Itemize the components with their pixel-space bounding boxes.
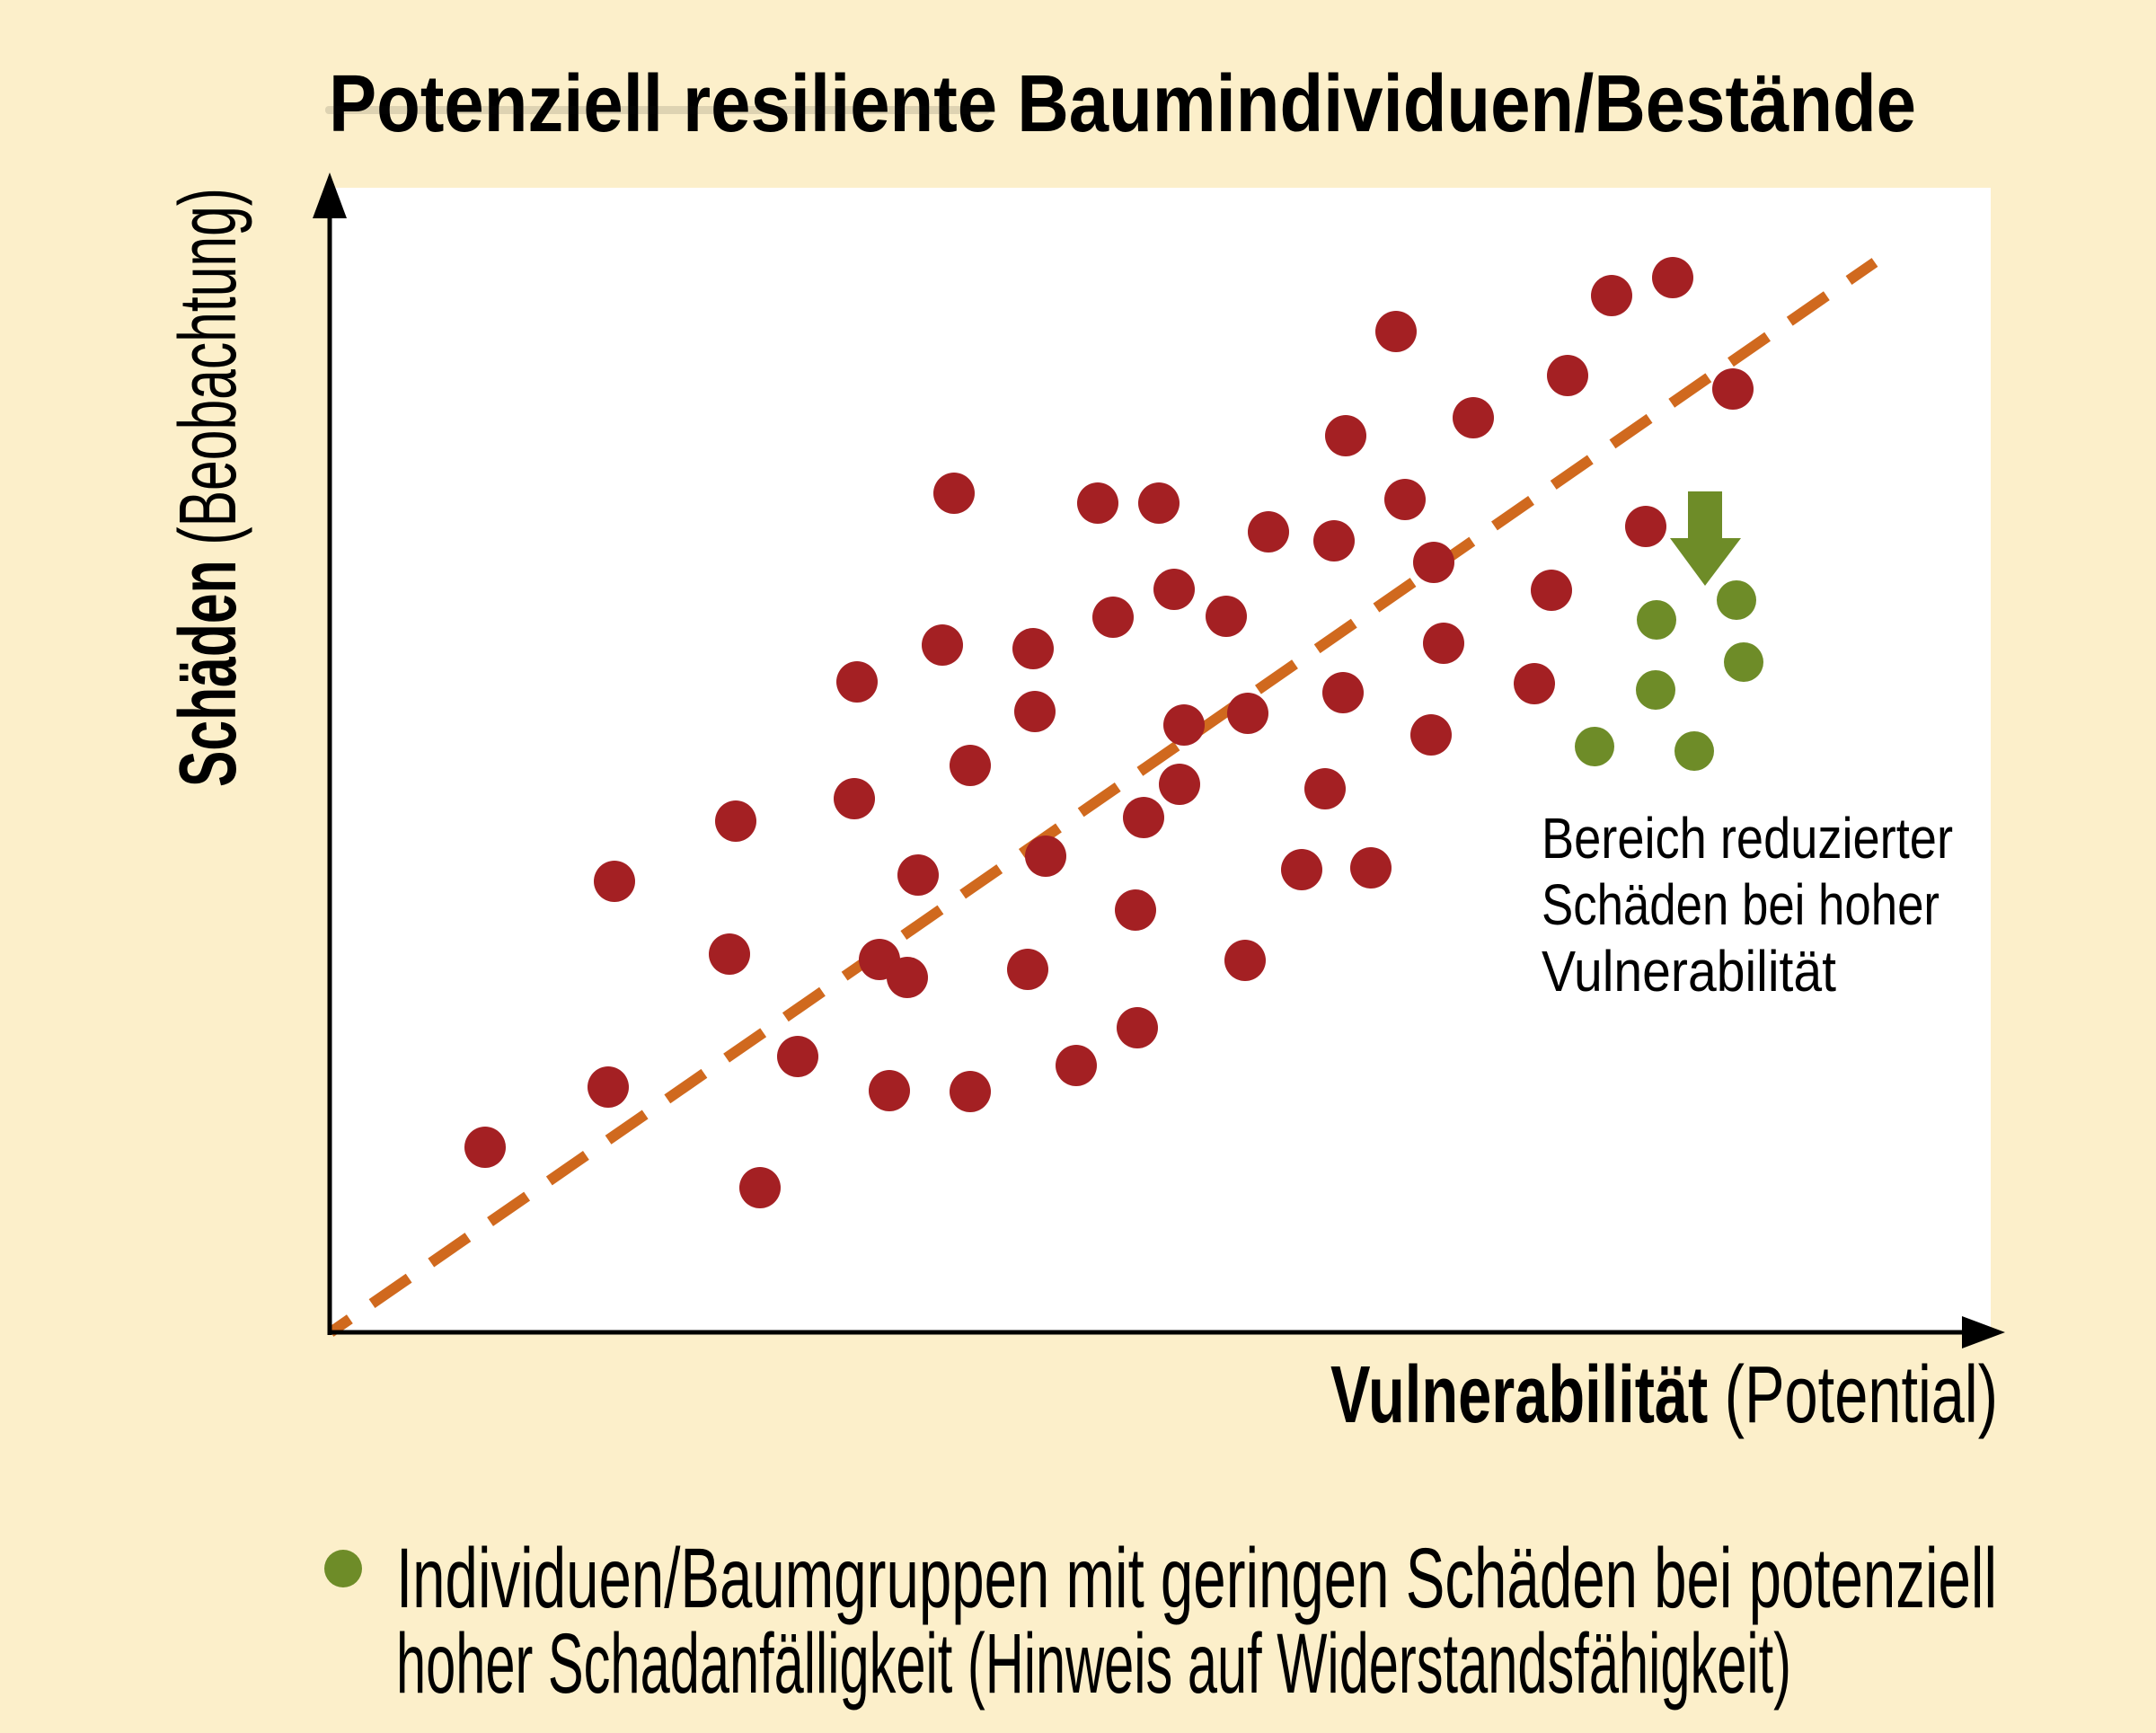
svg-text:Vulnerabilität (Potential): Vulnerabilität (Potential) <box>1330 1350 1998 1440</box>
svg-text:Bereich reduzierter: Bereich reduzierter <box>1542 806 1953 871</box>
svg-text:Schäden bei hoher: Schäden bei hoher <box>1542 872 1940 937</box>
svg-text:Schäden (Beobachtung): Schäden (Beobachtung) <box>163 188 253 787</box>
svg-text:Vulnerabilität: Vulnerabilität <box>1542 939 1836 1004</box>
svg-text:Potenziell resiliente Baumindi: Potenziell resiliente Baumindividuen/Bes… <box>329 59 1916 149</box>
svg-text:hoher Schadanfälligkeit (Hinwe: hoher Schadanfälligkeit (Hinweis auf Wid… <box>396 1616 1791 1711</box>
svg-text:Individuen/Baumgruppen mit ger: Individuen/Baumgruppen mit geringen Schä… <box>396 1531 1997 1626</box>
